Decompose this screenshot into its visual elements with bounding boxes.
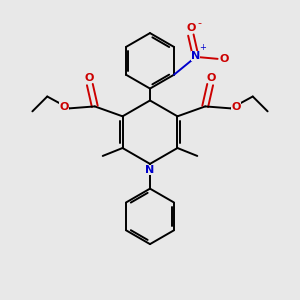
Text: O: O	[206, 73, 216, 83]
Text: O: O	[59, 102, 69, 112]
Text: O: O	[220, 54, 229, 64]
Text: N: N	[146, 165, 154, 175]
Text: O: O	[84, 73, 94, 83]
Text: N: N	[191, 51, 200, 61]
Text: O: O	[186, 23, 196, 33]
Text: O: O	[231, 102, 241, 112]
Text: +: +	[199, 44, 206, 52]
Text: -: -	[198, 18, 202, 28]
